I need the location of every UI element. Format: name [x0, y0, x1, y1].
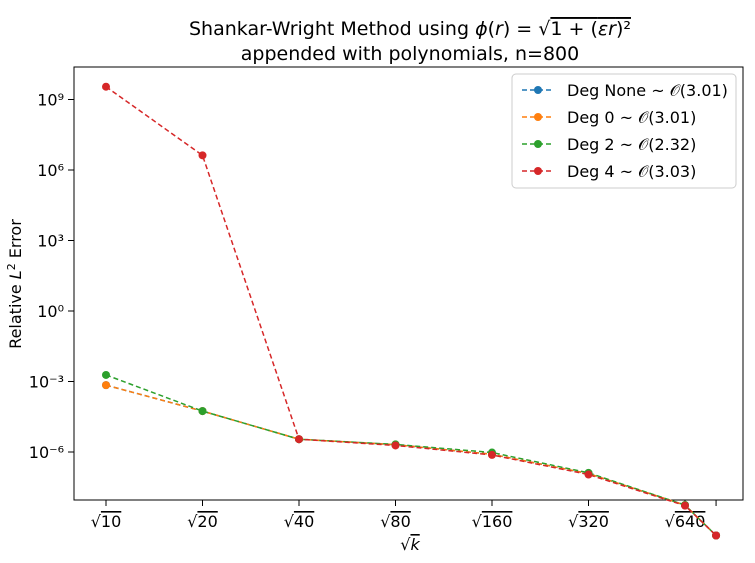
- x-tick-label: √40: [284, 512, 315, 531]
- legend-marker: [534, 140, 542, 148]
- data-point: [295, 435, 303, 444]
- x-tick-label: √80: [380, 512, 411, 531]
- data-point: [712, 531, 721, 540]
- series-3: [102, 82, 721, 540]
- legend: Deg None ~ 𝒪(3.01) Deg 0 ~ 𝒪(3.01) Deg 2 ~…: [511, 73, 737, 189]
- data-point: [391, 441, 400, 450]
- legend-label: Deg 0 ~ 𝒪(3.01): [567, 108, 696, 127]
- data-point: [102, 381, 110, 390]
- chart-subtitle: appended with polynomials, n=800: [241, 43, 579, 65]
- legend-marker: [534, 167, 542, 175]
- plot-area: [73, 66, 744, 501]
- x-tick-label: √20: [187, 512, 218, 531]
- legend-label: Deg 2 ~ 𝒪(2.32): [567, 135, 696, 154]
- legend-label: Deg 4 ~ 𝒪(3.03): [567, 162, 696, 181]
- series-line: [105, 86, 717, 537]
- legend-marker: [534, 86, 542, 94]
- y-tick-label: 10⁶: [37, 161, 64, 180]
- legend-marker: [534, 113, 542, 121]
- x-tick-label: √640: [665, 512, 706, 531]
- data-point: [584, 470, 593, 479]
- legend-label: Deg None ~ 𝒪(3.01): [567, 81, 728, 100]
- y-tick-label: 10⁻³: [29, 373, 64, 392]
- data-point: [102, 370, 110, 379]
- x-axis: √10 √20 √40 √80 √160 √320 √640: [91, 500, 717, 531]
- data-point: [102, 82, 110, 91]
- x-tick-label: √320: [568, 512, 609, 531]
- data-point: [488, 450, 496, 459]
- data-point: [681, 501, 689, 510]
- y-tick-label: 10⁹: [37, 91, 64, 110]
- chart-title: Shankar-Wright Method using ϕ(r) = √1 + …: [189, 18, 631, 40]
- x-axis-label: √k: [400, 535, 420, 554]
- y-axis: 10⁻⁶ 10⁻³ 10⁰ 10³ 10⁶ 10⁹: [29, 91, 74, 462]
- y-tick-label: 10⁻⁶: [29, 443, 64, 462]
- y-tick-label: 10⁰: [37, 302, 64, 321]
- x-tick-label: √160: [472, 512, 513, 531]
- y-tick-label: 10³: [37, 232, 64, 251]
- data-point: [198, 407, 207, 416]
- legend-box: [511, 73, 737, 189]
- data-point: [198, 151, 207, 160]
- y-axis-label: Relative L2 Error: [5, 219, 25, 349]
- series-layer: [102, 82, 721, 540]
- x-tick-label: √10: [91, 512, 122, 531]
